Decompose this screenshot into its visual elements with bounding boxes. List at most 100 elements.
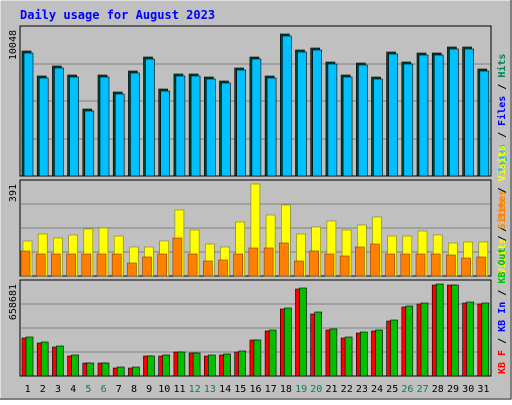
bar-sites-day-23 <box>354 246 365 277</box>
bar-kbout-day-29 <box>451 284 459 377</box>
bar-kbout-day-25 <box>390 319 398 377</box>
day-label-31: 31 <box>477 384 489 395</box>
bar-pages-day-25 <box>388 53 398 177</box>
bar-pages-day-23 <box>357 64 368 177</box>
legend-entry: Visits <box>496 238 508 274</box>
bar-pages-day-8 <box>130 72 140 177</box>
panel-legend: Visits / Sites <box>496 190 508 274</box>
bar-pages-day-22 <box>342 76 353 177</box>
bar-pages-day-1 <box>23 52 34 177</box>
day-label-10: 10 <box>158 384 170 395</box>
legend-entry: KB In <box>497 302 508 332</box>
day-label-9: 9 <box>146 384 152 395</box>
bar-pages-day-29 <box>449 48 459 177</box>
bar-pages-day-11 <box>175 75 186 177</box>
legend-entry: / <box>497 126 508 144</box>
legend-entry: Pages <box>497 144 508 174</box>
day-label-17: 17 <box>265 384 277 395</box>
bar-sites-day-9 <box>142 256 152 277</box>
bar-kbout-day-22 <box>344 336 353 377</box>
bar-pages-day-28 <box>433 54 444 177</box>
bar-pages-day-9 <box>145 58 155 177</box>
bar-sites-day-14 <box>218 259 228 277</box>
bar-kbout-day-31 <box>481 302 490 377</box>
bar-sites-day-30 <box>461 257 471 277</box>
bar-sites-day-4 <box>66 253 76 277</box>
bar-kbout-day-12 <box>192 352 201 377</box>
legend-entry: Files <box>496 96 508 126</box>
bar-pages-day-18 <box>281 35 292 177</box>
bar-sites-day-26 <box>400 253 411 277</box>
day-label-5: 5 <box>85 384 91 395</box>
bar-pages-day-5 <box>84 110 95 177</box>
bar-sites-day-7 <box>111 253 122 277</box>
day-label-27: 27 <box>417 384 429 395</box>
bar-sites-day-22 <box>339 255 350 277</box>
bar-sites-day-19 <box>294 260 304 277</box>
bar-sites-day-25 <box>385 253 395 277</box>
bar-pages-day-12 <box>190 75 201 177</box>
panel-2: 391 Visits / Sites <box>8 179 508 277</box>
day-label-21: 21 <box>325 384 337 395</box>
day-label-12: 12 <box>189 384 201 395</box>
day-label-30: 30 <box>462 384 474 395</box>
bar-pages-day-24 <box>373 78 383 177</box>
bar-pages-day-4 <box>69 76 79 177</box>
day-labels: 1 2 3 4 5 6 7 8 9 10 11 12 13 14 15 16 17 18 19 20 21 22 23 24 2… <box>25 384 490 395</box>
bar-sites-day-6 <box>96 253 107 277</box>
day-label-7: 7 <box>116 384 122 395</box>
bar-kbout-day-28 <box>435 283 444 377</box>
bar-sites-day-24 <box>370 243 380 277</box>
bar-kbout-day-26 <box>405 305 414 377</box>
scale-label: 658681 <box>8 284 19 320</box>
panel-legend: Pages / Files / Hits <box>496 54 508 174</box>
bar-pages-day-16 <box>251 58 262 177</box>
bar-pages-day-30 <box>464 48 474 177</box>
bar-kbout-day-18 <box>283 307 292 377</box>
legend-entry: KB Out <box>497 248 508 284</box>
bar-sites-day-27 <box>415 253 426 277</box>
bar-pages-day-19 <box>297 51 307 177</box>
bar-kbout-day-13 <box>208 354 216 377</box>
bar-kbout-day-23 <box>359 331 368 377</box>
bar-pages-day-2 <box>38 77 49 177</box>
day-label-25: 25 <box>386 384 398 395</box>
day-label-16: 16 <box>249 384 261 395</box>
bar-pages-day-13 <box>206 78 216 177</box>
bar-pages-day-10 <box>160 90 170 177</box>
bar-kbout-day-10 <box>162 354 170 377</box>
bar-kbout-day-24 <box>375 329 383 377</box>
scale-label: 10048 <box>8 30 19 60</box>
bar-kbout-day-14 <box>223 353 231 377</box>
panel-legend: KB F / KB In / KB Out / Sites / Visits <box>496 145 508 374</box>
day-label-20: 20 <box>310 384 322 395</box>
bar-pages-day-27 <box>418 54 429 177</box>
day-label-22: 22 <box>341 384 353 395</box>
day-label-4: 4 <box>70 384 76 395</box>
day-label-19: 19 <box>295 384 307 395</box>
bar-kbout-day-15 <box>238 350 246 377</box>
legend-entry: Sites <box>496 199 508 229</box>
bar-sites-day-29 <box>446 254 456 277</box>
bar-sites-day-11 <box>172 237 183 277</box>
day-label-15: 15 <box>234 384 246 395</box>
bar-kbout-day-19 <box>299 287 307 377</box>
legend-entry: Hits <box>496 54 508 78</box>
day-label-23: 23 <box>356 384 368 395</box>
bar-kbout-day-6 <box>101 362 110 377</box>
legend-entry: / <box>497 332 508 350</box>
bar-sites-day-18 <box>278 242 289 277</box>
bar-kbout-day-21 <box>329 328 338 377</box>
day-label-28: 28 <box>432 384 444 395</box>
bar-sites-day-12 <box>187 253 198 277</box>
day-label-26: 26 <box>401 384 413 395</box>
legend-entry: KB F <box>497 350 508 374</box>
legend-entry: Visits <box>496 145 508 181</box>
chart-panels: 10048 Pages / Files / Hits 391 Visits / Sit… <box>8 25 508 377</box>
bar-sites-day-13 <box>203 260 213 277</box>
bar-sites-day-17 <box>263 247 274 277</box>
day-label-2: 2 <box>40 384 46 395</box>
scale-label: 391 <box>8 184 19 202</box>
bar-kbout-day-2 <box>40 341 49 377</box>
